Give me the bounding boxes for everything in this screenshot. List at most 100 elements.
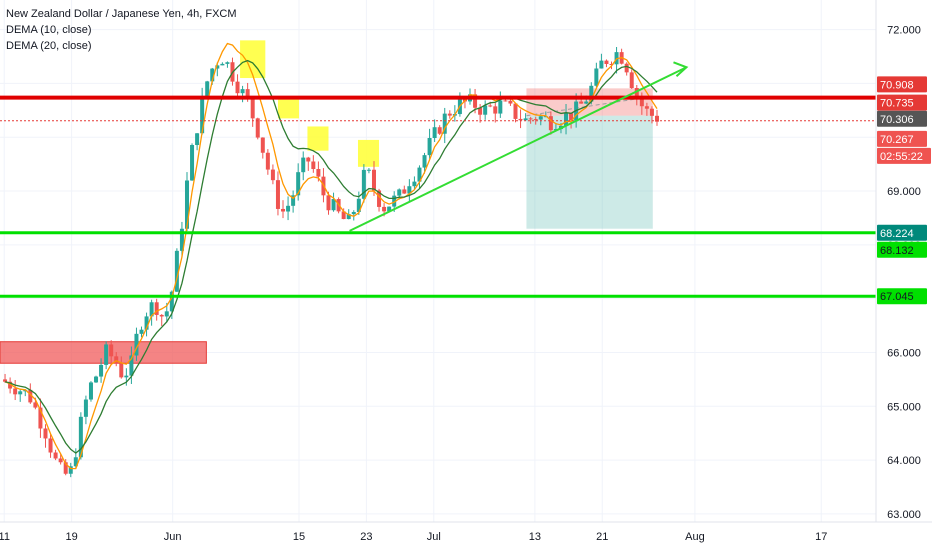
candle-body bbox=[483, 105, 488, 115]
candle-body bbox=[488, 105, 493, 107]
candle-body bbox=[48, 438, 53, 453]
candle-body bbox=[528, 118, 533, 120]
candle-body bbox=[88, 382, 93, 400]
trendline bbox=[349, 61, 689, 232]
candle-body bbox=[564, 113, 569, 126]
candle-body bbox=[569, 113, 574, 121]
candle-body bbox=[301, 157, 306, 173]
candle-body bbox=[68, 466, 73, 474]
candle-body bbox=[478, 107, 483, 115]
price-tag-label: 68.224 bbox=[880, 228, 914, 240]
candle-body bbox=[599, 60, 604, 69]
price-tag bbox=[877, 288, 927, 305]
x-tick-label: 13 bbox=[529, 531, 541, 543]
candle-body bbox=[311, 161, 316, 170]
candle-body bbox=[124, 375, 129, 378]
candle-body bbox=[94, 376, 99, 383]
candle-body bbox=[306, 157, 311, 162]
candle-body bbox=[99, 364, 104, 377]
candle-body bbox=[498, 100, 503, 114]
price-tag bbox=[877, 94, 927, 111]
candle-body bbox=[629, 72, 634, 89]
candle-body bbox=[225, 62, 230, 64]
candle-body bbox=[275, 180, 280, 209]
candle-body bbox=[407, 186, 412, 194]
price-tag-label: 70.735 bbox=[880, 98, 914, 110]
candle-body bbox=[508, 100, 513, 104]
candle-body bbox=[538, 116, 543, 120]
price-tag-label: 68.132 bbox=[880, 245, 914, 257]
price-tag bbox=[877, 224, 927, 241]
candle-body bbox=[493, 106, 498, 114]
candle-body bbox=[331, 199, 336, 211]
candle-body bbox=[174, 250, 179, 292]
horizontal-levels bbox=[0, 95, 876, 298]
price-tag-label: 70.908 bbox=[880, 79, 914, 91]
candle-body bbox=[291, 195, 296, 206]
price-tag-label: 02:55:22 bbox=[880, 151, 923, 163]
symbol-title[interactable]: New Zealand Dollar / Japanese Yen, 4h, F… bbox=[6, 8, 237, 20]
x-tick-label: 17 bbox=[815, 531, 827, 543]
dema-20-label[interactable]: DEMA (20, close) bbox=[6, 40, 92, 52]
candle-body bbox=[114, 356, 119, 364]
candle-body bbox=[341, 211, 346, 220]
candle-body bbox=[240, 89, 245, 94]
price-tag-label: 70.267 bbox=[880, 134, 914, 146]
highlight-box bbox=[240, 40, 266, 79]
candle-body bbox=[3, 379, 8, 382]
candle-body bbox=[402, 189, 407, 194]
candle-body bbox=[427, 138, 432, 156]
candle-body bbox=[265, 152, 270, 170]
candle-body bbox=[533, 119, 538, 121]
candle-body bbox=[412, 181, 417, 187]
candle-body bbox=[437, 127, 442, 134]
candle-body bbox=[326, 195, 331, 211]
candle-body bbox=[28, 389, 33, 403]
candle-body bbox=[604, 60, 609, 64]
candle-body bbox=[159, 314, 164, 317]
highlight-box bbox=[307, 126, 329, 151]
highlight-box bbox=[277, 99, 300, 119]
x-tick-label: 21 bbox=[596, 531, 608, 543]
candle-body bbox=[361, 169, 366, 199]
candle-body bbox=[250, 99, 255, 119]
dema-10-label[interactable]: DEMA (10, close) bbox=[6, 24, 92, 36]
candle-body bbox=[296, 172, 301, 196]
y-tick-label: 63.000 bbox=[887, 509, 921, 521]
dema-10-line bbox=[4, 42, 658, 470]
candle-body bbox=[119, 363, 124, 378]
price-tag-label: 70.306 bbox=[880, 114, 914, 126]
x-tick-label: Aug bbox=[685, 531, 705, 543]
candle-body bbox=[73, 457, 78, 467]
candle-body bbox=[624, 63, 629, 73]
candle-body bbox=[149, 302, 154, 317]
candle-body bbox=[190, 144, 195, 181]
price-axis[interactable]: 63.00064.00065.00066.00067.00068.00069.0… bbox=[875, 0, 932, 522]
candle-body bbox=[377, 190, 382, 207]
x-tick-label: 23 bbox=[360, 531, 372, 543]
price-tag bbox=[877, 130, 927, 147]
candle-body bbox=[649, 108, 654, 116]
rising-trendline bbox=[349, 66, 687, 232]
candle-body bbox=[392, 195, 397, 207]
candle-body bbox=[58, 458, 63, 463]
candle-body bbox=[83, 399, 88, 417]
candle-body bbox=[129, 355, 134, 376]
candle-body bbox=[154, 302, 159, 315]
y-tick-label: 69.000 bbox=[887, 186, 921, 198]
candle-body bbox=[220, 63, 225, 66]
chart-zones bbox=[0, 40, 653, 364]
candle-body bbox=[281, 208, 286, 212]
candle-body bbox=[286, 205, 291, 212]
candle-body bbox=[548, 116, 553, 131]
candle-body bbox=[422, 155, 427, 168]
candle-body bbox=[503, 100, 508, 102]
candle-body bbox=[134, 333, 139, 356]
time-axis[interactable]: 11 19 Jun 15 23 Jul 13 21 Aug 17 bbox=[0, 521, 932, 550]
candle-body bbox=[639, 97, 644, 107]
candle-body bbox=[33, 402, 38, 408]
price-tag bbox=[877, 76, 927, 93]
x-tick-label: 15 bbox=[293, 531, 305, 543]
candle-body bbox=[63, 462, 68, 474]
